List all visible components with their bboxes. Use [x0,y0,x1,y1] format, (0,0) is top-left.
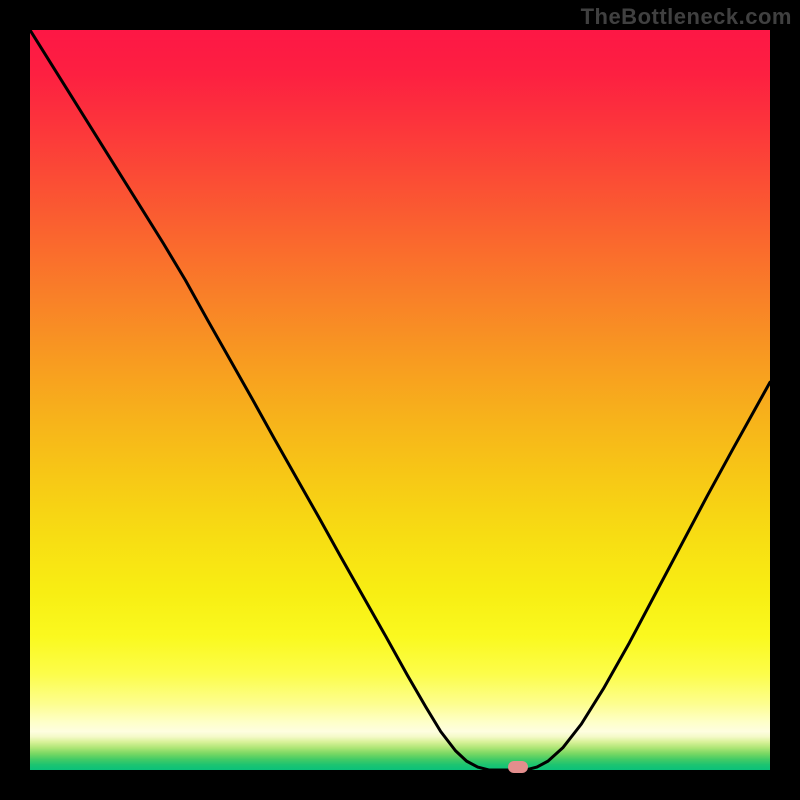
watermark-text: TheBottleneck.com [581,4,792,30]
optimal-point-marker [508,761,528,773]
chart-plot-area [30,30,770,770]
bottleneck-curve [30,30,770,770]
